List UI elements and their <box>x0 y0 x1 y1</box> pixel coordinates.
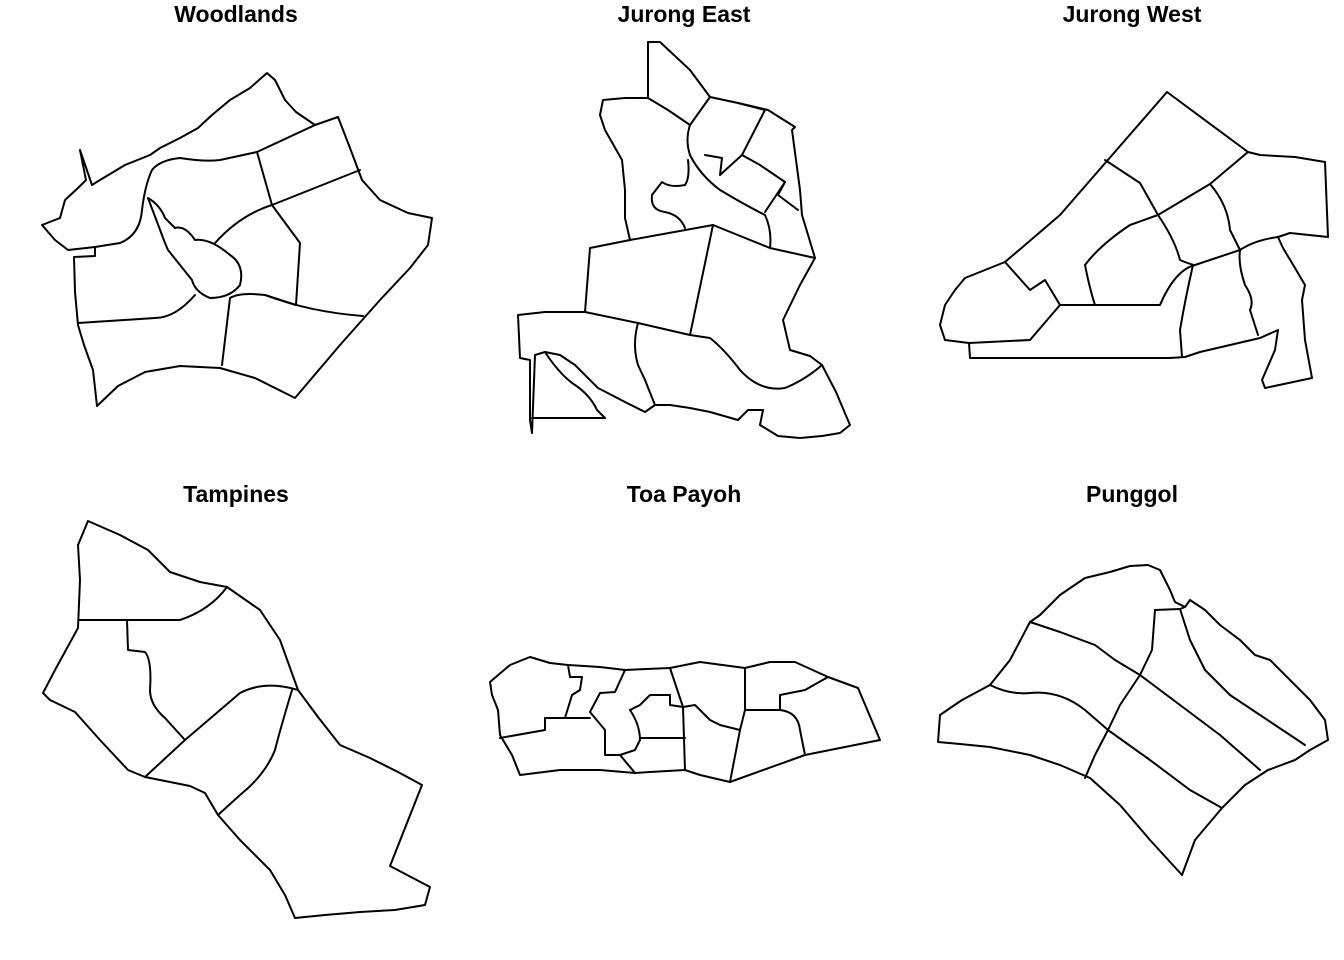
jurong-east-boundary <box>634 322 656 406</box>
woodlands-boundary <box>77 294 196 324</box>
jurong-east-boundary <box>650 159 690 229</box>
toa-payoh-boundary <box>619 754 636 774</box>
punggol-boundary <box>1139 674 1261 771</box>
panel-jurong-west: Jurong West <box>939 1 1329 389</box>
jurong-west-boundary <box>1179 264 1194 358</box>
woodlands-outline <box>41 72 433 407</box>
tampines-boundary <box>79 586 228 621</box>
panel-toa-payoh: Toa Payoh <box>489 481 881 783</box>
toa-payoh-boundary <box>564 664 591 719</box>
panel-title-jurong-east: Jurong East <box>618 1 751 27</box>
jurong-west-outline <box>939 91 1329 389</box>
panel-woodlands: Woodlands <box>41 1 433 407</box>
panel-title-punggol: Punggol <box>1086 481 1178 507</box>
jurong-east-boundary <box>531 351 606 419</box>
toa-payoh-outline <box>489 656 881 783</box>
toa-payoh-boundary <box>669 667 686 771</box>
woodlands-boundary <box>264 294 364 317</box>
panel-punggol: Punggol <box>937 481 1329 876</box>
panel-title-woodlands: Woodlands <box>174 1 298 27</box>
jurong-east-boundary <box>584 224 714 336</box>
woodlands-boundary <box>147 197 243 299</box>
jurong-east-boundary <box>741 154 786 213</box>
jurong-west-boundary <box>968 304 1061 344</box>
jurong-east-boundary <box>777 181 799 211</box>
jurong-east-boundary <box>647 41 711 126</box>
jurong-west-boundary <box>1209 183 1259 336</box>
tampines-outline <box>42 520 431 919</box>
toa-payoh-boundary <box>729 667 746 783</box>
punggol-boundary <box>1029 621 1141 676</box>
punggol-outline <box>937 564 1329 876</box>
punggol-boundary <box>1084 609 1156 779</box>
punggol-boundary <box>989 684 1109 731</box>
jurong-west-boundary <box>1157 214 1196 266</box>
jurong-east-boundary <box>629 224 816 259</box>
jurong-east-boundary <box>686 124 772 249</box>
jurong-west-boundary <box>1004 236 1279 306</box>
jurong-east-boundary <box>689 334 823 390</box>
jurong-east-boundary <box>704 102 766 176</box>
jurong-west-boundary <box>1084 214 1159 306</box>
woodlands-boundary <box>221 204 301 366</box>
panel-title-toa-payoh: Toa Payoh <box>627 481 742 507</box>
woodlands-boundary <box>214 204 273 244</box>
tampines-boundary <box>144 684 299 778</box>
jurong-west-boundary <box>1104 151 1249 216</box>
jurong-east-outline <box>517 41 851 439</box>
toa-payoh-boundary <box>779 676 829 711</box>
panel-title-jurong-west: Jurong West <box>1063 1 1202 27</box>
tampines-boundary <box>79 619 186 741</box>
woodlands-boundary <box>94 124 316 248</box>
punggol-boundary <box>1179 608 1306 746</box>
panel-tampines: Tampines <box>42 481 431 919</box>
panel-title-tampines: Tampines <box>183 481 289 507</box>
toa-payoh-boundary <box>629 694 741 731</box>
toa-payoh-boundary <box>499 717 566 739</box>
woodlands-boundary <box>256 151 361 206</box>
toa-payoh-boundary <box>589 669 641 756</box>
toa-payoh-boundary <box>744 709 806 756</box>
panel-jurong-east: Jurong East <box>517 1 851 439</box>
tampines-boundary <box>217 689 293 816</box>
punggol-boundary <box>1107 729 1223 809</box>
